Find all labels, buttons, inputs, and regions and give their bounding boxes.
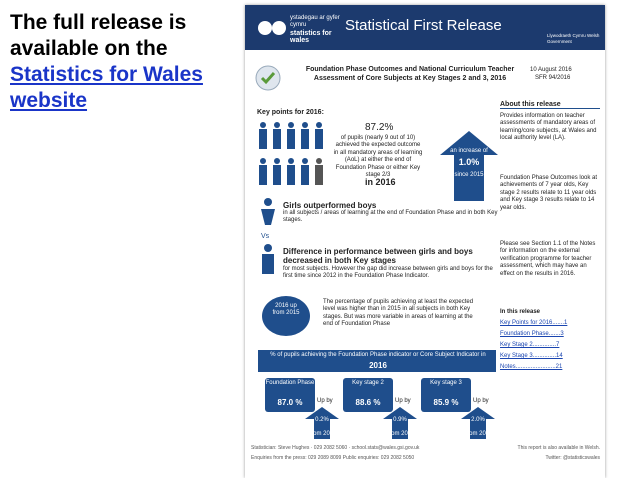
indicator-heading: % of pupils achieving the Foundation Pha… xyxy=(270,352,486,358)
stage-since: from 2015 xyxy=(309,431,337,437)
up-arrow xyxy=(461,407,495,439)
stage-box xyxy=(421,378,471,412)
vs: Vs xyxy=(261,233,270,240)
footer-welsh: This report is also available in Welsh. xyxy=(517,445,600,451)
contents-item: Notes........................21 xyxy=(500,364,563,370)
increase-suffix: since 2015 xyxy=(454,172,484,178)
up-arrow xyxy=(383,407,417,439)
people-icons xyxy=(259,122,323,185)
reference: SFR 94/2016 xyxy=(535,75,571,81)
lead-text-body: The full release is available on the xyxy=(10,11,187,60)
up-text: The percentage of pupils achieving at le… xyxy=(323,299,474,328)
logo-icon xyxy=(258,21,286,35)
sidebar-p2: Foundation Phase Outcomes look at achiev… xyxy=(500,175,598,211)
stage-since: from 2015 xyxy=(465,431,493,437)
sidebar-p3: Please see Section 1.1 of the Notes for … xyxy=(500,241,596,277)
increase-arrow xyxy=(440,131,498,201)
indicator-year: 2016 xyxy=(369,361,387,370)
stage-value: 85.9 % xyxy=(433,398,459,407)
boys-icon xyxy=(262,244,274,274)
contents-item: Key Points for 2016.......1 xyxy=(500,320,568,326)
stage-up: Up by xyxy=(317,398,333,404)
stage-change: 0.2% xyxy=(315,417,329,423)
gap-heading: Difference in performance between girls … xyxy=(283,247,473,265)
key-points-heading: Key points for 2016: xyxy=(257,109,324,116)
gap-text: for most subjects. However the gap did i… xyxy=(283,266,493,280)
stage-name: Key stage 2 xyxy=(352,380,384,386)
headline-text: of pupils (nearly 9 out of 10) achieved … xyxy=(333,135,423,179)
header-title: Statistical First Release xyxy=(345,17,502,34)
contents-item: Foundation Phase.......3 xyxy=(500,331,564,337)
stage-value: 88.6 % xyxy=(355,398,381,407)
document-title: Foundation Phase Outcomes and National C… xyxy=(305,66,515,82)
up-badge-shape xyxy=(262,296,310,336)
up-badge: 2016 up from 2015 xyxy=(272,303,300,317)
girls-text: in all subjects / areas of learning at t… xyxy=(283,210,498,224)
girls-heading: Girls outperformed boys xyxy=(283,201,377,210)
date: 10 August 2016 xyxy=(530,67,572,73)
stage-value: 87.0 % xyxy=(277,398,303,407)
contents-heading: In this release xyxy=(500,309,541,315)
header-bar xyxy=(245,5,605,50)
indicator-bar xyxy=(258,350,496,372)
stage-up: Up by xyxy=(395,398,411,404)
increase-value: 1.0% xyxy=(458,157,480,167)
logo-english: statistics for wales xyxy=(290,30,332,45)
headline-value: 87.2% xyxy=(365,122,394,133)
increase-prefix: an increase of xyxy=(450,148,488,154)
stage-name: Key stage 3 xyxy=(430,380,462,386)
logo-welsh: ystadegau ar gyfer cymru xyxy=(290,15,340,29)
stage-name: Foundation Phase xyxy=(265,380,315,386)
footer-press: Enquiries from the press: 029 2089 8099 … xyxy=(251,455,415,461)
headline-year: in 2016 xyxy=(365,177,396,187)
sidebar-heading: About this release xyxy=(500,101,600,110)
badge xyxy=(255,65,281,91)
footer-statistician: Statistician: Steve Hughes · 029 2082 50… xyxy=(251,445,420,451)
contents-item: Key Stage 3..............14 xyxy=(500,353,563,359)
government: Llywodraeth Cymru Welsh Government xyxy=(547,33,600,44)
footer-twitter: Twitter: @statisticswales xyxy=(545,455,600,461)
stage-box xyxy=(343,378,393,412)
stage-change: 0.9% xyxy=(393,417,407,423)
girls-icon xyxy=(261,198,275,225)
lead-text: The full release is available on the Sta… xyxy=(10,10,235,114)
stage-change: 2.0% xyxy=(471,417,485,423)
stage-box xyxy=(265,378,315,412)
sidebar-p1: Provides information on teacher assessme… xyxy=(500,113,597,142)
up-arrow xyxy=(305,407,339,439)
document: ystadegau ar gyfer cymru statistics for … xyxy=(245,5,605,478)
contents-item: Key Stage 2..............7 xyxy=(500,342,560,348)
stage-since: from 2015 xyxy=(387,431,415,437)
stage-up: Up by xyxy=(473,398,489,404)
release-link[interactable]: Statistics for Wales website xyxy=(10,63,203,112)
